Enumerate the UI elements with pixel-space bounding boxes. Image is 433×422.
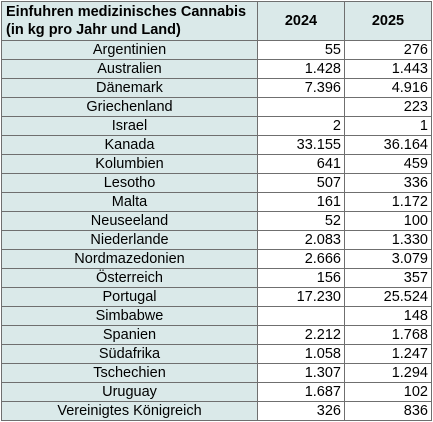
table-row: Niederlande 2.083 1.330 <box>1 230 432 250</box>
value-2024-cell: 2.083 <box>257 230 345 250</box>
column-header-2024: 2024 <box>257 1 345 41</box>
country-cell: Spanien <box>1 325 258 345</box>
value-2024-cell: 326 <box>257 401 345 421</box>
table-row: Südafrika 1.058 1.247 <box>1 344 432 364</box>
value-2024-cell: 1.307 <box>257 363 345 383</box>
value-2025-cell: 1.443 <box>344 59 432 79</box>
value-2025-cell: 336 <box>344 173 432 193</box>
value-2025-cell: 1 <box>344 116 432 136</box>
country-cell: Malta <box>1 192 258 212</box>
value-2024-cell: 17.230 <box>257 287 345 307</box>
title-line-2: (in kg pro Jahr und Land) <box>6 22 181 38</box>
value-2025-cell: 1.294 <box>344 363 432 383</box>
country-cell: Portugal <box>1 287 258 307</box>
value-2025-cell: 1.172 <box>344 192 432 212</box>
country-cell: Kolumbien <box>1 154 258 174</box>
country-cell: Lesotho <box>1 173 258 193</box>
value-2025-cell: 276 <box>344 40 432 60</box>
value-2025-cell: 36.164 <box>344 135 432 155</box>
country-cell: Kanada <box>1 135 258 155</box>
country-cell: Tschechien <box>1 363 258 383</box>
table-row: Kanada 33.155 36.164 <box>1 135 432 155</box>
value-2025-cell: 3.079 <box>344 249 432 269</box>
value-2025-cell: 459 <box>344 154 432 174</box>
value-2024-cell: 2.212 <box>257 325 345 345</box>
value-2025-cell: 25.524 <box>344 287 432 307</box>
table-row: Portugal 17.230 25.524 <box>1 287 432 307</box>
value-2024-cell: 156 <box>257 268 345 288</box>
country-cell: Neuseeland <box>1 211 258 231</box>
country-cell: Vereinigtes Königreich <box>1 401 258 421</box>
table-row: Simbabwe 148 <box>1 306 432 326</box>
table-row: Australien 1.428 1.443 <box>1 59 432 79</box>
value-2024-cell: 2 <box>257 116 345 136</box>
value-2024-cell: 7.396 <box>257 78 345 98</box>
value-2025-cell: 102 <box>344 382 432 402</box>
value-2025-cell: 1.768 <box>344 325 432 345</box>
value-2024-cell: 55 <box>257 40 345 60</box>
country-cell: Israel <box>1 116 258 136</box>
column-header-2025: 2025 <box>344 1 432 41</box>
country-cell: Griechenland <box>1 97 258 117</box>
value-2025-cell: 4.916 <box>344 78 432 98</box>
country-cell: Simbabwe <box>1 306 258 326</box>
value-2024-cell: 1.687 <box>257 382 345 402</box>
value-2024-cell: 2.666 <box>257 249 345 269</box>
table-row: Lesotho 507 336 <box>1 173 432 193</box>
country-cell: Österreich <box>1 268 258 288</box>
table-row: Malta 161 1.172 <box>1 192 432 212</box>
table-row: Neuseeland 52 100 <box>1 211 432 231</box>
country-cell: Südafrika <box>1 344 258 364</box>
value-2025-cell: 1.247 <box>344 344 432 364</box>
country-cell: Australien <box>1 59 258 79</box>
value-2024-cell: 1.428 <box>257 59 345 79</box>
table-row: Israel 2 1 <box>1 116 432 136</box>
value-2024-cell: 641 <box>257 154 345 174</box>
value-2025-cell: 223 <box>344 97 432 117</box>
value-2024-cell: 52 <box>257 211 345 231</box>
table-row: Griechenland 223 <box>1 97 432 117</box>
table-row: Kolumbien 641 459 <box>1 154 432 174</box>
value-2025-cell: 836 <box>344 401 432 421</box>
value-2025-cell: 100 <box>344 211 432 231</box>
table-row: Spanien 2.212 1.768 <box>1 325 432 345</box>
value-2024-cell: 161 <box>257 192 345 212</box>
value-2025-cell: 148 <box>344 306 432 326</box>
value-2024-cell <box>257 97 345 117</box>
table-row: Vereinigtes Königreich 326 836 <box>1 401 432 421</box>
table-row: Nordmazedonien 2.666 3.079 <box>1 249 432 269</box>
table-row: Tschechien 1.307 1.294 <box>1 363 432 383</box>
table-title: Einfuhren medizinisches Cannabis (in kg … <box>1 1 258 41</box>
value-2025-cell: 1.330 <box>344 230 432 250</box>
country-cell: Uruguay <box>1 382 258 402</box>
country-cell: Niederlande <box>1 230 258 250</box>
country-cell: Dänemark <box>1 78 258 98</box>
value-2024-cell: 1.058 <box>257 344 345 364</box>
header-row: Einfuhren medizinisches Cannabis (in kg … <box>1 1 432 41</box>
table-row: Österreich 156 357 <box>1 268 432 288</box>
country-cell: Nordmazedonien <box>1 249 258 269</box>
table-row: Argentinien 55 276 <box>1 40 432 60</box>
value-2024-cell: 507 <box>257 173 345 193</box>
table-row: Dänemark 7.396 4.916 <box>1 78 432 98</box>
title-line-1: Einfuhren medizinisches Cannabis <box>6 4 247 20</box>
table-row: Uruguay 1.687 102 <box>1 382 432 402</box>
value-2024-cell <box>257 306 345 326</box>
value-2025-cell: 357 <box>344 268 432 288</box>
country-cell: Argentinien <box>1 40 258 60</box>
value-2024-cell: 33.155 <box>257 135 345 155</box>
